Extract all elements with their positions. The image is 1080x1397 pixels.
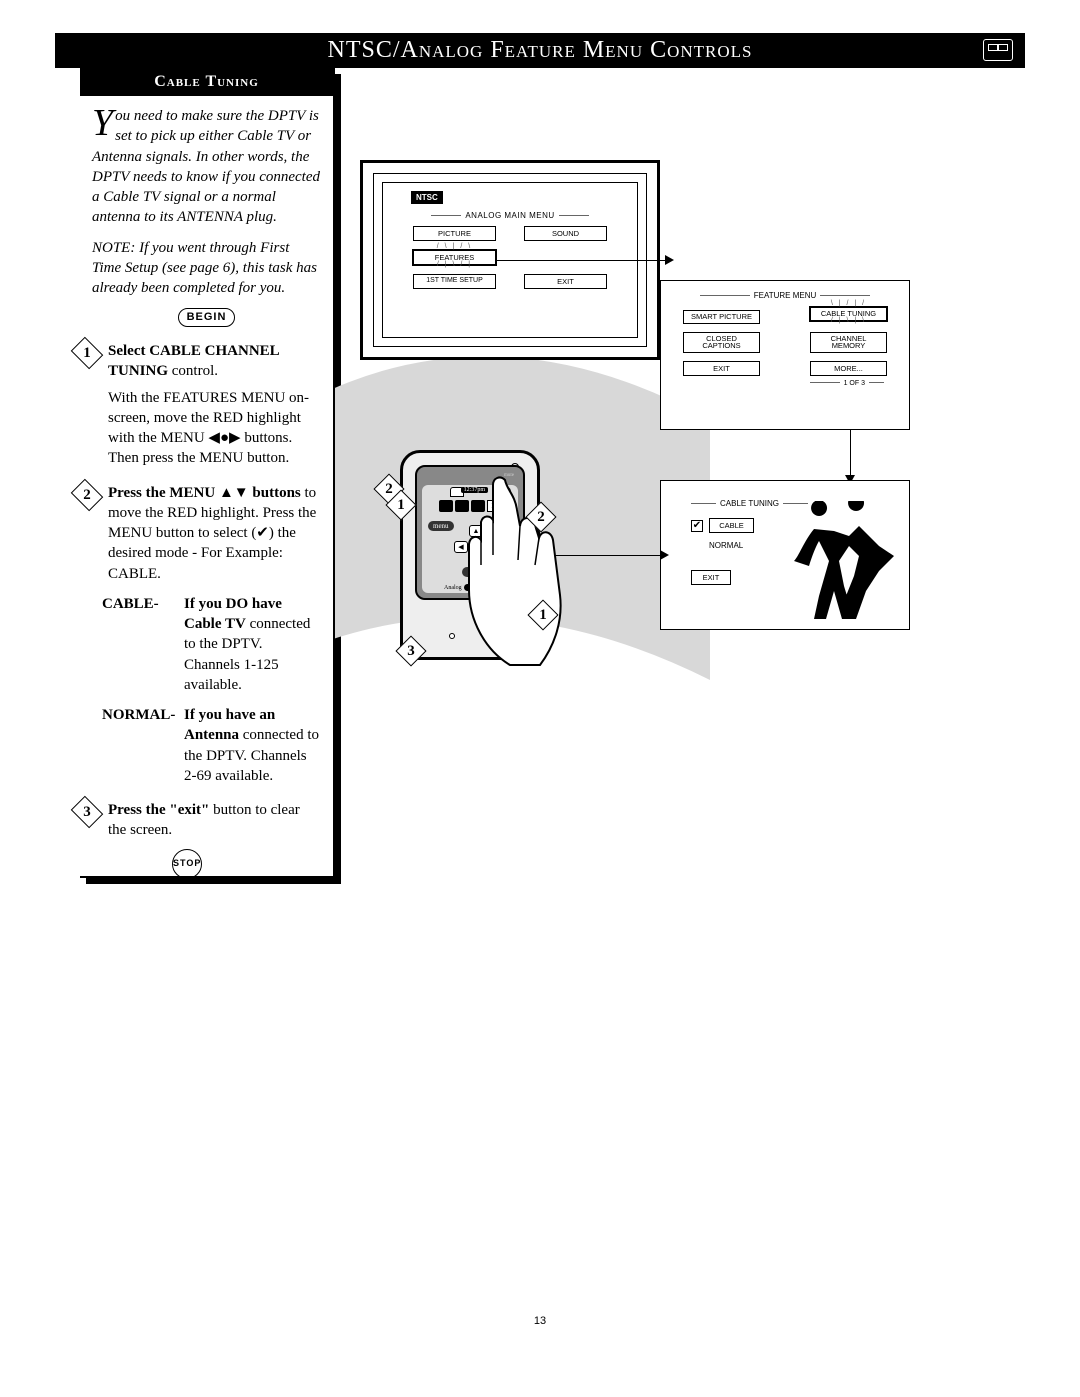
- dot-2: [485, 633, 491, 639]
- page-number: 13: [0, 1315, 1080, 1327]
- page-header: NTSC/Analog Feature Menu Controls: [55, 33, 1025, 68]
- analog-menu-title: ANALOG MAIN MENU: [383, 211, 637, 220]
- fm-smart: SMART PICTURE: [683, 310, 760, 324]
- begin-badge: BEGIN: [178, 308, 236, 327]
- menu-arrows-icon: ◀●▶: [208, 430, 240, 446]
- step-1-para2: With the FEATURES MENU on-screen, move t…: [108, 388, 321, 469]
- step-3-marker: 3: [71, 796, 104, 829]
- step-1: 1 Select CABLE CHANNEL TUNING control. W…: [92, 341, 321, 469]
- step-2-marker: 2: [71, 478, 104, 511]
- step-3: 3 Press the "exit" button to clear the s…: [92, 800, 321, 841]
- step-1-marker: 1: [71, 337, 104, 370]
- header-title: NTSC/Analog Feature Menu Controls: [327, 37, 752, 63]
- fm-closed: CLOSED CAPTIONS: [683, 332, 760, 353]
- vol-up: +: [501, 525, 515, 539]
- step-1-text: Select CABLE CHANNEL TUNING control.: [108, 341, 321, 382]
- remote: mute 12:37pm D menu ▲ ◀ ok: [390, 450, 550, 660]
- chip-1: [439, 500, 453, 512]
- dot-1: [449, 633, 455, 639]
- cm-check: ✔: [691, 520, 703, 532]
- pill-icon: [464, 584, 482, 591]
- remote-menu-btn: menu: [428, 521, 454, 531]
- menu-sound: SOUND: [524, 226, 607, 241]
- cm-cable-row: ✔ CABLE: [691, 518, 909, 533]
- menu-picture: PICTURE: [413, 226, 496, 241]
- fm-exit: EXIT: [683, 361, 760, 376]
- tick-3: \ | / | /: [810, 300, 887, 307]
- cm-title: CABLE TUNING: [691, 499, 909, 508]
- intro-text: You need to make sure the DPTV is set to…: [92, 106, 321, 228]
- step-2: 2 Press the MENU ▲▼ buttons to move the …: [92, 483, 321, 787]
- def-normal-body: If you have an Antenna connected to the …: [184, 705, 321, 786]
- dpad-right: ▶: [484, 541, 498, 553]
- arrowhead-3: [660, 550, 669, 560]
- vol-down: −: [501, 542, 515, 556]
- fm-more: MORE...: [810, 361, 887, 376]
- def-normal-label: NORMAL-: [102, 705, 184, 786]
- sidebar-header: Cable Tuning: [80, 68, 333, 96]
- ntsc-tag: NTSC: [411, 191, 443, 204]
- diagram-area: NTSC ANALOG MAIN MENU PICTURE SOUND / \ …: [360, 160, 980, 680]
- chip-2: [455, 500, 469, 512]
- cable-menu: CABLE TUNING ✔ CABLE NORMAL EXIT: [660, 480, 910, 630]
- remote-screen: mute 12:37pm D menu ▲ ◀ ok: [415, 465, 525, 600]
- feature-menu-grid: SMART PICTURE \ | / | /CABLE TUNING/ | \…: [661, 300, 909, 380]
- remote-dots: [403, 633, 537, 639]
- cm-cable: CABLE: [709, 518, 754, 533]
- arrowhead-1: [665, 255, 674, 265]
- cm-normal: NORMAL: [709, 541, 743, 550]
- fm-channel: CHANNEL MEMORY: [810, 332, 887, 353]
- tick-marks-2: / | \ / |: [413, 261, 496, 268]
- sidebar: Cable Tuning You need to make sure the D…: [80, 68, 335, 878]
- dpad-left: ◀: [454, 541, 468, 553]
- remote-power-icon: [498, 485, 512, 499]
- def-cable-label: CABLE-: [102, 594, 184, 695]
- remote-screen-inner: mute 12:37pm D menu ▲ ◀ ok: [422, 485, 518, 593]
- def-normal: NORMAL- If you have an Antenna connected…: [102, 705, 321, 786]
- remote-volume: volume + −: [501, 520, 515, 559]
- feature-menu: FEATURE MENU SMART PICTURE \ | / | /CABL…: [660, 280, 910, 430]
- intro-rest: ou need to make sure the DPTV is set to …: [92, 108, 320, 225]
- step-2-bold: Press the MENU ▲▼ buttons: [108, 485, 301, 501]
- fm-footer: 1 OF 3: [661, 380, 909, 387]
- begin-wrap: BEGIN: [92, 302, 321, 333]
- connector-1: [495, 260, 670, 261]
- step-1-tail: control.: [168, 363, 218, 379]
- step-3-bold: Press the "exit": [108, 802, 209, 818]
- remote-dpad: ▲ ◀ ok ▶ ▼: [454, 525, 498, 569]
- menu-exit: EXIT: [524, 274, 607, 289]
- note-text: NOTE: If you went through First Time Set…: [92, 238, 321, 299]
- def-cable-body: If you DO have Cable TV connected to the…: [184, 594, 321, 695]
- connector-3: [545, 555, 665, 556]
- remote-mute: mute: [504, 473, 514, 478]
- connector-2: [850, 430, 851, 480]
- remote-exit-btn: exit: [462, 567, 485, 577]
- step-3-text: Press the "exit" button to clear the scr…: [108, 800, 321, 841]
- remote-d: D: [487, 500, 501, 512]
- sidebar-body: You need to make sure the DPTV is set to…: [80, 96, 333, 889]
- dpad-up: ▲: [469, 525, 483, 537]
- step-2-text: Press the MENU ▲▼ buttons to move the RE…: [108, 483, 321, 584]
- remote-time: 12:37pm: [461, 487, 488, 493]
- cm-normal-row: NORMAL: [709, 541, 909, 550]
- header-icon: [983, 39, 1013, 61]
- remote-body: mute 12:37pm D menu ▲ ◀ ok: [400, 450, 540, 660]
- dropcap: Y: [92, 106, 115, 138]
- cm-exit-row: EXIT: [691, 570, 909, 585]
- remote-mid: D: [430, 500, 510, 514]
- remote-bottom: AnalogDTV: [422, 584, 518, 591]
- feature-menu-title: FEATURE MENU: [661, 291, 909, 300]
- dpad-ok: ok: [469, 541, 485, 553]
- analog-menu-grid: PICTURE SOUND / \ | / \FEATURES/ | \ / |…: [383, 220, 637, 295]
- chip-3: [471, 500, 485, 512]
- menu-setup: 1ST TIME SETUP: [413, 274, 496, 289]
- cm-body: CABLE TUNING ✔ CABLE NORMAL EXIT: [661, 481, 909, 585]
- def-cable: CABLE- If you DO have Cable TV connected…: [102, 594, 321, 695]
- stop-badge: STOP: [172, 849, 202, 879]
- tick-marks-1: / \ | / \: [413, 243, 496, 250]
- cm-exit: EXIT: [691, 570, 731, 585]
